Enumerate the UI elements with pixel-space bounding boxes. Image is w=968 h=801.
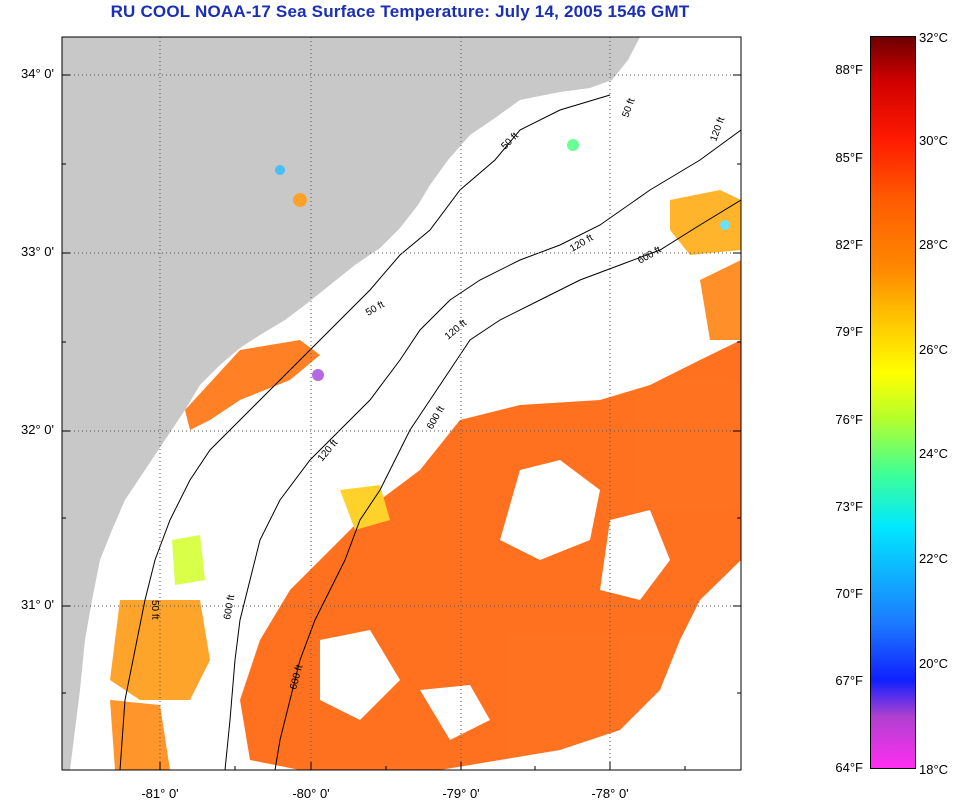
sst-field [110,139,741,770]
isobath-label: 600 ft [222,594,237,621]
colorbar-f-label: 82°F [835,237,863,252]
lat-label: 34° 0' [21,66,54,81]
lon-label: -79° 0' [442,786,480,801]
colorbar-f-label: 70°F [835,586,863,601]
colorbar-f-label: 73°F [835,499,863,514]
colorbar-c-label: 24°C [919,446,949,461]
lon-label: -80° 0' [292,786,330,801]
colorbar-f-label: 79°F [835,324,863,339]
colorbar-f-label: 64°F [835,760,863,775]
map-title: RU COOL NOAA-17 Sea Surface Temperature:… [110,2,690,21]
isobath-600ft [274,199,741,770]
colorbar-c-label: 26°C [919,342,949,357]
sst-patch [700,260,741,340]
lon-label: -78° 0' [591,786,629,801]
sst-patch [670,190,741,255]
colorbar-f-label: 85°F [835,150,863,165]
colorbar-c-label: 28°C [919,237,949,252]
sst-patch [185,340,320,430]
land-mass [62,37,640,770]
sst-speck [312,369,324,381]
isobaths [119,94,741,770]
sst-speck [293,193,307,207]
colorbar-c-label: 20°C [919,656,949,671]
isobath-120ft [224,129,741,770]
sst-patch [500,460,600,560]
sst-patch [320,630,400,720]
colorbar-c-label: 32°C [919,30,949,45]
map-frame [61,36,742,771]
lat-label: 31° 0' [21,597,54,612]
colorbar-c-label: 22°C [919,551,949,566]
colorbar-c-label: 18°C [919,762,949,777]
lat-label: 32° 0' [21,422,54,437]
lat-label: 33° 0' [21,244,54,259]
sst-patch [172,535,205,585]
colorbar-f-label: 67°F [835,673,863,688]
colorbar-f-label: 88°F [835,62,863,77]
sst-patch [420,685,490,740]
isobath-label: 50 ft [149,600,160,620]
temperature-colorbar [870,36,916,769]
axis-ticks [62,74,741,770]
sst-patch [340,485,390,530]
sst-patch [110,700,170,770]
sst-patch [600,510,670,600]
isobath-50ft [119,94,611,770]
sst-speck [275,165,285,175]
colorbar-f-label: 76°F [835,412,863,427]
sst-speck [720,220,730,230]
lon-label: -81° 0' [141,786,179,801]
colorbar-c-label: 30°C [919,133,949,148]
sst-speck [567,139,579,151]
